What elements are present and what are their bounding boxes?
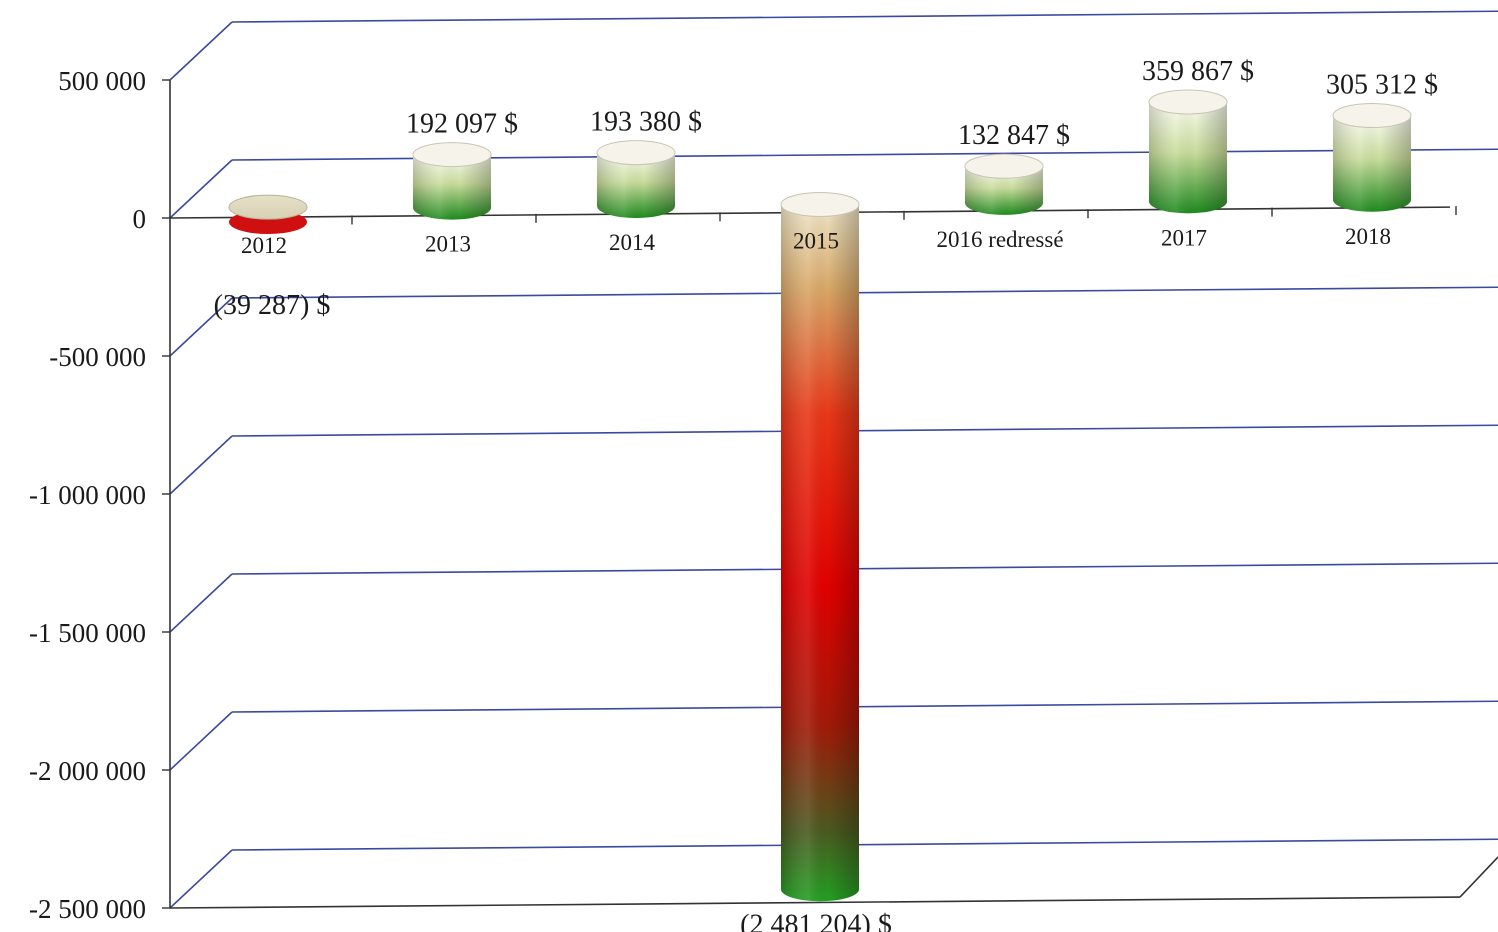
bar-4 [780,191,860,902]
bar-cap [596,140,676,166]
y-tick-label: -1 500 000 [29,618,146,648]
gridline-depth [169,159,233,219]
bar-6 [1148,89,1228,214]
x-tick-label: 2015 [793,228,839,253]
x-tick-label: 2016 redressé [936,227,1063,252]
data-label: 132 847 $ [958,120,1070,151]
x-tick-label: 2012 [241,233,287,258]
bar-shading [965,166,1043,215]
gridline-depth [169,849,233,909]
gridline-depth [169,711,233,771]
bar-shading [1149,102,1227,214]
gridline [231,286,1498,299]
y-tick-label: -1 000 000 [29,480,146,510]
gridline [231,424,1498,437]
x-tick-label: 2017 [1161,225,1207,250]
floor-front-edge [169,896,1461,909]
bar-5 [964,153,1044,215]
bar-1 [228,194,308,235]
x-tick-label: 2018 [1345,224,1391,249]
gridline [231,10,1498,23]
bar-cap [228,194,308,220]
y-tick-label: -2 500 000 [29,894,146,924]
data-label: 193 380 $ [590,107,702,138]
bar-shading [1333,115,1411,212]
x-tick-label: 2013 [425,232,471,257]
data-label: 305 312 $ [1326,70,1438,101]
y-tick-label: 500 000 [58,66,146,96]
gridline-depth [169,435,233,495]
gridline [231,838,1498,851]
data-label: 359 867 $ [1142,56,1254,87]
y-tick-label: 0 [133,204,147,234]
bar-cap [412,142,492,168]
gridline [231,562,1498,575]
bar-cap [780,191,860,217]
bar-3 [596,140,676,219]
y-tick-label: -2 000 000 [29,756,146,786]
bar-cap [1332,103,1412,129]
gridline-depth [169,297,233,357]
gridline [231,700,1498,713]
data-label: (39 287) $ [214,290,331,321]
bar-cap [964,153,1044,179]
data-label: 192 097 $ [406,109,518,140]
bar-shading [597,152,675,219]
gridline-depth [169,573,233,633]
bar-cap [1148,89,1228,115]
bar-7 [1332,103,1412,212]
bar-shading [413,154,491,220]
y-tick-label: -500 000 [49,342,146,372]
data-label: (2 481 204) $ [740,909,892,932]
x-tick-label: 2014 [609,230,656,255]
bar-2 [412,142,492,220]
floor-side-edge [1459,856,1498,898]
gridline-depth [169,21,233,81]
bar-shading [781,204,859,902]
